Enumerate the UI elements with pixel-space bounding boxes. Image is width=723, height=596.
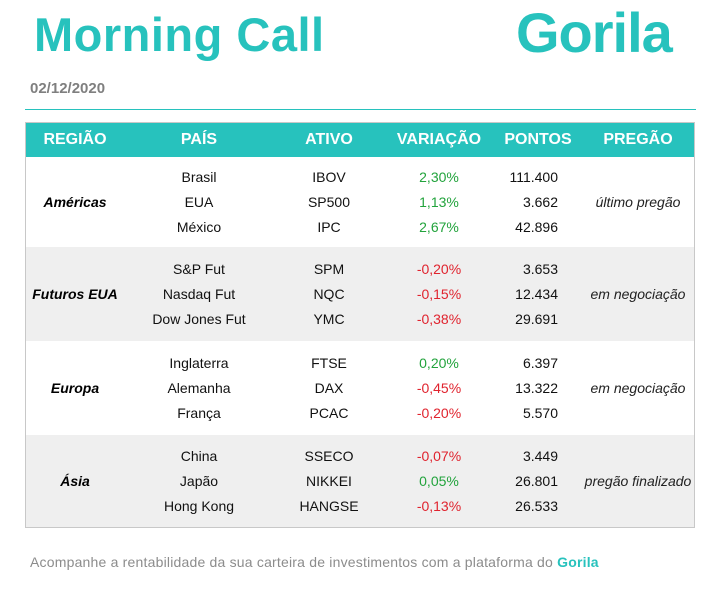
country-cell: França bbox=[177, 405, 221, 421]
variation-cell: -0,15% bbox=[416, 286, 462, 302]
market-table: REGIÃO PAÍS ATIVO VARIAÇÃO PONTOS PREGÃO… bbox=[25, 122, 695, 528]
table-row: Dow Jones Fut YMC -0,38% 29.691 bbox=[124, 307, 582, 332]
session-status: pregão finalizado bbox=[584, 472, 692, 489]
region-rows: Inglaterra FTSE 0,20% 6.397 Alemanha DAX -0,45… bbox=[124, 341, 582, 435]
points-cell: 29.691 bbox=[515, 311, 558, 327]
points-cell: 12.434 bbox=[515, 286, 558, 302]
asset-cell: DAX bbox=[314, 380, 344, 396]
variation-cell: -0,45% bbox=[416, 380, 462, 396]
region-group: Futuros EUA S&P Fut SPM -0,20% 3.653 Nasdaq F… bbox=[26, 247, 694, 341]
asset-cell: HANGSE bbox=[299, 498, 359, 514]
variation-cell: 0,20% bbox=[419, 355, 459, 371]
points-cell: 6.397 bbox=[522, 355, 558, 371]
footer-brand: Gorila bbox=[557, 554, 599, 570]
region-group: Europa Inglaterra FTSE 0,20% 6.397 Alemanha DA… bbox=[26, 341, 694, 435]
region-label: Américas bbox=[43, 194, 107, 210]
table-row: Brasil IBOV 2,30% 111.400 bbox=[124, 165, 582, 190]
country-cell: Hong Kong bbox=[163, 498, 235, 514]
region-group: Ásia China SSECO -0,07% 3.449 Japão NIKKEI 0,05… bbox=[26, 435, 694, 527]
asset-cell: PCAC bbox=[309, 405, 349, 421]
country-cell: México bbox=[176, 219, 222, 235]
column-header-pregao: PREGÃO bbox=[603, 131, 673, 148]
points-cell: 3.449 bbox=[522, 448, 558, 464]
session-status: último pregão bbox=[595, 193, 681, 210]
variation-cell: 2,30% bbox=[419, 169, 459, 185]
table-row: China SSECO -0,07% 3.449 bbox=[124, 444, 582, 469]
column-header-regiao: REGIÃO bbox=[43, 131, 107, 148]
country-cell: Alemanha bbox=[167, 380, 231, 396]
region-label: Futuros EUA bbox=[32, 286, 118, 302]
table-row: EUA SP500 1,13% 3.662 bbox=[124, 190, 582, 215]
asset-cell: SPM bbox=[313, 261, 345, 277]
table-header: REGIÃO PAÍS ATIVO VARIAÇÃO PONTOS PREGÃO bbox=[26, 123, 694, 157]
table-row: S&P Fut SPM -0,20% 3.653 bbox=[124, 257, 582, 282]
variation-cell: -0,07% bbox=[416, 448, 462, 464]
points-cell: 111.400 bbox=[509, 169, 558, 185]
footer-note: Acompanhe a rentabilidade da sua carteir… bbox=[30, 554, 599, 570]
region-rows: S&P Fut SPM -0,20% 3.653 Nasdaq Fut NQC -0,15%… bbox=[124, 247, 582, 341]
region-rows: Brasil IBOV 2,30% 111.400 EUA SP500 1,13% 3.662… bbox=[124, 157, 582, 247]
header-divider bbox=[25, 109, 696, 110]
column-header-variacao: VARIAÇÃO bbox=[396, 131, 482, 148]
asset-cell: SP500 bbox=[307, 194, 351, 210]
table-row: México IPC 2,67% 42.896 bbox=[124, 215, 582, 240]
variation-cell: 0,05% bbox=[419, 473, 459, 489]
asset-cell: YMC bbox=[313, 311, 345, 327]
country-cell: EUA bbox=[184, 194, 214, 210]
country-cell: Nasdaq Fut bbox=[162, 286, 236, 302]
points-cell: 13.322 bbox=[515, 380, 558, 396]
table-row: França PCAC -0,20% 5.570 bbox=[124, 401, 582, 426]
country-cell: S&P Fut bbox=[173, 261, 225, 277]
table-row: Inglaterra FTSE 0,20% 6.397 bbox=[124, 351, 582, 376]
table-body: Américas Brasil IBOV 2,30% 111.400 EUA SP500 1,… bbox=[26, 157, 694, 527]
asset-cell: FTSE bbox=[311, 355, 347, 371]
region-label: Ásia bbox=[60, 473, 90, 489]
report-date: 02/12/2020 bbox=[30, 80, 106, 97]
points-cell: 26.801 bbox=[515, 473, 558, 489]
country-cell: Inglaterra bbox=[169, 355, 229, 371]
points-cell: 3.662 bbox=[522, 194, 558, 210]
points-cell: 5.570 bbox=[522, 405, 558, 421]
asset-cell: IBOV bbox=[312, 169, 346, 185]
country-cell: Dow Jones Fut bbox=[152, 311, 246, 327]
points-cell: 26.533 bbox=[515, 498, 558, 514]
variation-cell: 1,13% bbox=[419, 194, 459, 210]
session-status: em negociação bbox=[590, 285, 686, 302]
table-row: Nasdaq Fut NQC -0,15% 12.434 bbox=[124, 282, 582, 307]
country-cell: Brasil bbox=[181, 169, 217, 185]
country-cell: China bbox=[180, 448, 218, 464]
points-cell: 42.896 bbox=[515, 219, 558, 235]
footer-text: Acompanhe a rentabilidade da sua carteir… bbox=[30, 554, 554, 570]
variation-cell: 2,67% bbox=[419, 219, 459, 235]
asset-cell: NIKKEI bbox=[306, 473, 352, 489]
table-row: Japão NIKKEI 0,05% 26.801 bbox=[124, 469, 582, 494]
points-cell: 3.653 bbox=[522, 261, 558, 277]
column-header-pais: PAÍS bbox=[180, 131, 218, 148]
region-label: Europa bbox=[50, 380, 100, 396]
variation-cell: -0,20% bbox=[416, 405, 462, 421]
variation-cell: -0,13% bbox=[416, 498, 462, 514]
column-header-pontos: PONTOS bbox=[504, 131, 572, 148]
table-row: Alemanha DAX -0,45% 13.322 bbox=[124, 376, 582, 401]
region-group: Américas Brasil IBOV 2,30% 111.400 EUA SP500 1,… bbox=[26, 157, 694, 247]
region-rows: China SSECO -0,07% 3.449 Japão NIKKEI 0,05% 26.… bbox=[124, 435, 582, 527]
column-header-ativo: ATIVO bbox=[305, 131, 353, 148]
session-status: em negociação bbox=[590, 379, 686, 396]
asset-cell: IPC bbox=[317, 219, 341, 235]
gorila-logo: Gorila bbox=[516, 1, 673, 64]
page-title: Morning Call bbox=[34, 8, 325, 61]
variation-cell: -0,38% bbox=[416, 311, 462, 327]
asset-cell: SSECO bbox=[304, 448, 354, 464]
country-cell: Japão bbox=[179, 473, 219, 489]
asset-cell: NQC bbox=[313, 286, 345, 302]
table-row: Hong Kong HANGSE -0,13% 26.533 bbox=[124, 494, 582, 519]
variation-cell: -0,20% bbox=[416, 261, 462, 277]
